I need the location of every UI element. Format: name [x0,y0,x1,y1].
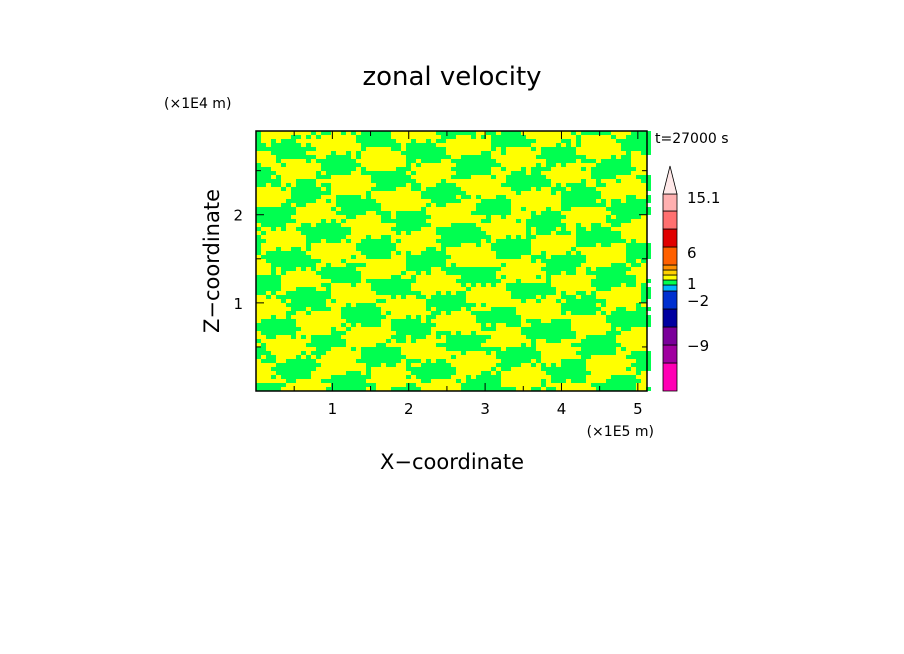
y-axis: 12 [233,170,647,348]
colorbar-label: −2 [687,292,709,310]
x-tick-label: 2 [404,400,414,418]
plot-frame [255,130,648,392]
colorbar-level [662,326,678,346]
colorbar-level [662,269,678,276]
colorbar-level [662,279,678,286]
y-unit-label: (×1E4 m) [164,96,231,112]
colorbar-label: −9 [687,337,709,355]
time-label: t=27000 s [655,131,729,147]
x-tick-label: 1 [328,400,338,418]
colorbar: 15.1 6 1−2 −9 [662,165,720,392]
x-tick-label: 3 [480,400,490,418]
colorbar-label: 1 [687,275,697,293]
x-axis: 1 2 3 4 5 [293,131,643,418]
colorbar-level [662,308,678,328]
y-tick-label: 2 [233,207,243,225]
colorbar-level [662,193,678,212]
colorbar-extend-arrow [662,165,678,195]
colorbar-level [662,228,678,248]
colorbar-level [662,264,678,271]
y-axis-label: Z−coordinate [200,189,224,333]
colorbar-label: 15.1 [687,189,720,207]
colorbar-level [662,284,678,292]
colorbar-level [662,210,678,230]
velocity-field [256,131,651,391]
colorbar-level [662,362,678,392]
colorbar-level [662,246,678,266]
colorbar-level [662,344,678,364]
x-axis-label: X−coordinate [380,450,524,474]
x-tick-label: 5 [633,400,643,418]
x-tick-label: 4 [557,400,567,418]
colorbar-level [662,274,678,281]
field-negative-region [256,131,651,391]
colorbar-level [662,290,678,310]
x-unit-label: (×1E5 m) [587,424,654,440]
chart-title: zonal velocity [362,62,541,92]
y-tick-label: 1 [233,295,243,313]
colorbar-label: 6 [687,244,697,262]
